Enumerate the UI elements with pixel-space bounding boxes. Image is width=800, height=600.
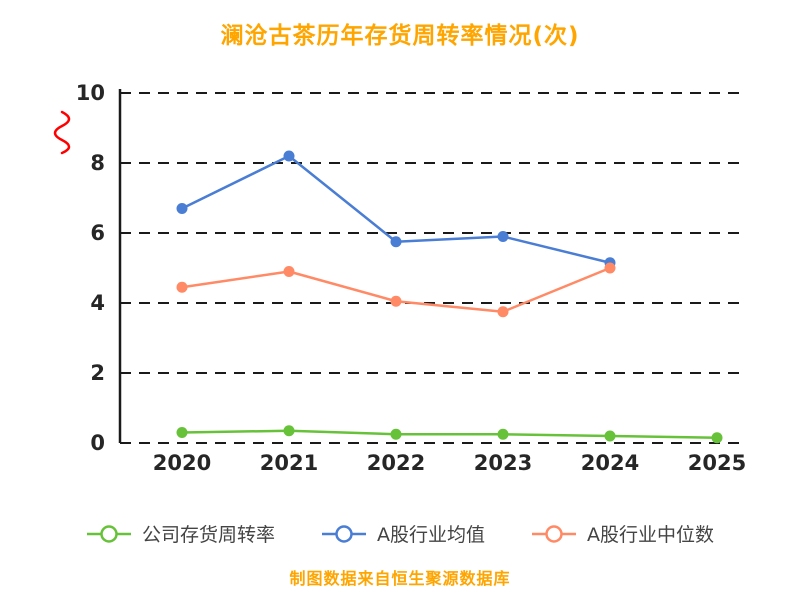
x-tick-label: 2022 xyxy=(367,451,425,475)
x-tick-label: 2021 xyxy=(260,451,318,475)
data-point-marker xyxy=(711,432,723,444)
data-point-marker xyxy=(176,203,188,214)
y-tick-label: 2 xyxy=(90,361,105,385)
inventory-turnover-chart: 0 2 4 6 8 10 2020 2021 2022 2023 2024 2025 xyxy=(53,81,746,475)
legend-item-company: 公司存货周转率 xyxy=(86,520,275,547)
x-tick-label: 2023 xyxy=(474,451,532,475)
y-tick-label: 8 xyxy=(90,151,105,175)
data-point-marker xyxy=(497,306,509,318)
x-tick-label: 2020 xyxy=(153,451,211,475)
legend-marker-industry-median-icon xyxy=(532,524,576,543)
legend-item-industry-mean: A股行业均值 xyxy=(321,520,485,547)
data-point-marker xyxy=(390,428,402,440)
y-tick-label: 10 xyxy=(76,81,105,105)
legend-label-industry-mean: A股行业均值 xyxy=(377,524,485,546)
y-tick-label: 0 xyxy=(90,431,105,455)
data-point-marker xyxy=(497,231,509,242)
data-point-marker xyxy=(176,281,188,293)
page-title: 澜沧古茶历年存货周转率情况(次) xyxy=(220,23,580,49)
data-point-marker xyxy=(497,428,509,440)
data-point-marker xyxy=(604,262,616,274)
data-point-marker xyxy=(604,430,616,442)
legend-label-industry-median: A股行业中位数 xyxy=(587,524,714,546)
y-tick-label: 6 xyxy=(90,221,105,245)
legend-item-industry-median: A股行业中位数 xyxy=(531,520,714,547)
legend: 公司存货周转率 A股行业均值 A股行业中位数 xyxy=(0,520,800,547)
legend-marker-company-icon xyxy=(86,524,131,543)
data-point-marker xyxy=(283,425,295,437)
series-line xyxy=(181,429,718,439)
data-point-marker xyxy=(283,266,295,277)
data-point-marker xyxy=(176,427,188,438)
footer-note: 制图数据来自恒生聚源数据库 xyxy=(289,569,511,588)
data-point-marker xyxy=(390,295,402,307)
data-point-marker xyxy=(390,236,402,248)
x-tick-label: 2025 xyxy=(688,451,746,475)
y-tick-label: 4 xyxy=(90,291,105,315)
legend-marker-industry-mean-icon xyxy=(322,524,366,543)
legend-label-company: 公司存货周转率 xyxy=(141,524,275,546)
axis-break-icon xyxy=(53,110,71,155)
data-point-marker xyxy=(283,150,295,162)
x-tick-label: 2024 xyxy=(581,451,639,475)
